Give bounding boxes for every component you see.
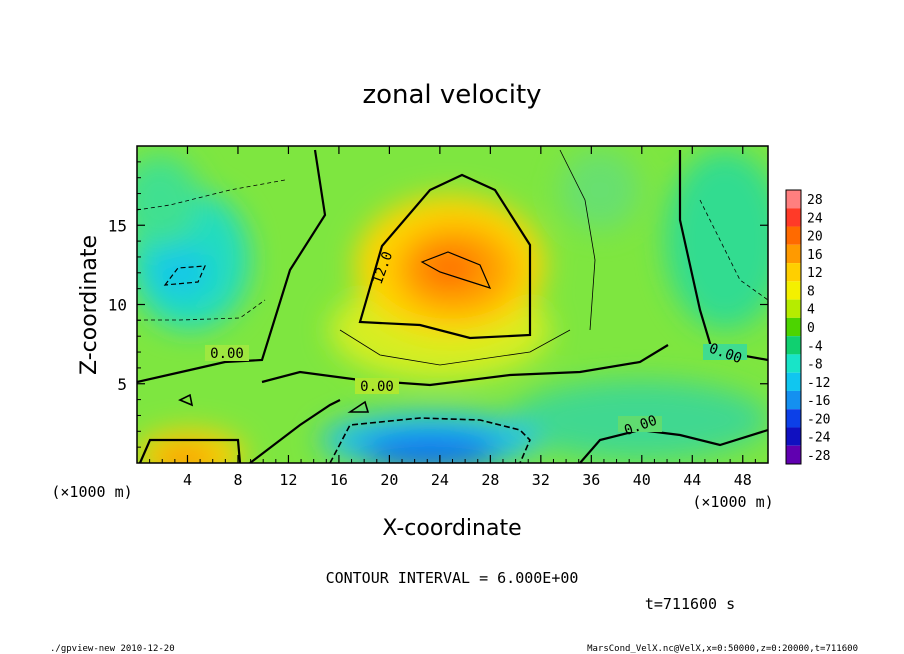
contour-label: 0.00: [360, 379, 394, 395]
footer-left: ./gpview-new 2010-12-20: [50, 644, 175, 654]
y-axis: 5 10 15: [108, 161, 768, 448]
colorbar-cell: [786, 427, 801, 446]
colorbar-cell: [786, 208, 801, 227]
colorbar-cell: [786, 409, 801, 428]
colorbar-cell: [786, 354, 801, 373]
colorbar-label: 20: [807, 230, 823, 245]
y-tick-label: 15: [108, 216, 127, 235]
x-tick-label: 28: [481, 471, 499, 489]
chart-title: zonal velocity: [362, 80, 541, 110]
footer-right: MarsCond_VelX.nc@VelX,x=0:50000,z=0:2000…: [587, 644, 858, 654]
x-tick-label: 12: [279, 471, 297, 489]
x-tick-label: 44: [683, 471, 701, 489]
colorbar-cell: [786, 390, 801, 410]
contour-label: 0.00: [210, 346, 244, 362]
colorbar-label: 4: [807, 303, 815, 318]
colorbar-label: -24: [807, 431, 831, 446]
colorbar-cell: [786, 263, 801, 282]
x-tick-label: 4: [183, 471, 192, 489]
colorbar-cell: [786, 226, 801, 245]
colorbar-cell: [786, 372, 801, 391]
contour-interval-text: CONTOUR INTERVAL = 6.000E+00: [326, 569, 579, 587]
x-tick-label: 20: [380, 471, 398, 489]
y-axis-label: Z-coordinate: [77, 235, 102, 375]
colorbar-cell: [786, 317, 801, 337]
colorbar-label: -28: [807, 449, 830, 464]
colorbar-labels: 28 24 20 16 12 8 4 0 -4 -8 -12 -16 -20 -24 -28: [807, 193, 831, 464]
plot-area: 0.00 0.00 0.00 0.00 12.0: [137, 146, 768, 463]
colorbar-cell: [786, 281, 801, 300]
colorbar-label: 28: [807, 193, 823, 208]
colorbar-cell: [786, 190, 801, 209]
x-tick-label: 32: [532, 471, 550, 489]
x-axis-label: X-coordinate: [382, 516, 521, 541]
colorbar-label: 16: [807, 248, 823, 263]
colorbar-cell: [786, 445, 801, 464]
colorbar-label: -12: [807, 376, 830, 391]
colorbar-label: 12: [807, 266, 823, 281]
time-text: t=711600 s: [645, 595, 735, 613]
colorbar-cell: [786, 299, 801, 318]
x-tick-label: 16: [330, 471, 348, 489]
x-tick-label: 48: [734, 471, 752, 489]
contour-lines: [137, 149, 768, 463]
colorbar-label: 24: [807, 211, 823, 226]
colorbar-frame: [785, 189, 802, 465]
colorbar-label: -20: [807, 412, 830, 427]
colorbar-label: -8: [807, 358, 823, 373]
colorbar-cell: [786, 244, 801, 264]
colorbar: [785, 189, 802, 465]
x-tick-label: 36: [582, 471, 600, 489]
x-tick-label: 40: [633, 471, 651, 489]
colorbar-label: -4: [807, 339, 823, 354]
x-tick-label: 24: [431, 471, 449, 489]
y-tick-label: 5: [117, 375, 127, 394]
x-unit-right: (×1000 m): [692, 493, 773, 511]
colorbar-cell: [786, 336, 801, 355]
x-axis: 4 8 12 16 20 24 28 32 36 40 44 48: [149, 146, 756, 489]
x-tick-label: 8: [233, 471, 242, 489]
colorbar-label: 0: [807, 321, 815, 336]
colorbar-label: 8: [807, 284, 815, 299]
y-tick-label: 10: [108, 296, 127, 315]
colorbar-label: -16: [807, 394, 830, 409]
x-unit-left: (×1000 m): [51, 483, 132, 501]
